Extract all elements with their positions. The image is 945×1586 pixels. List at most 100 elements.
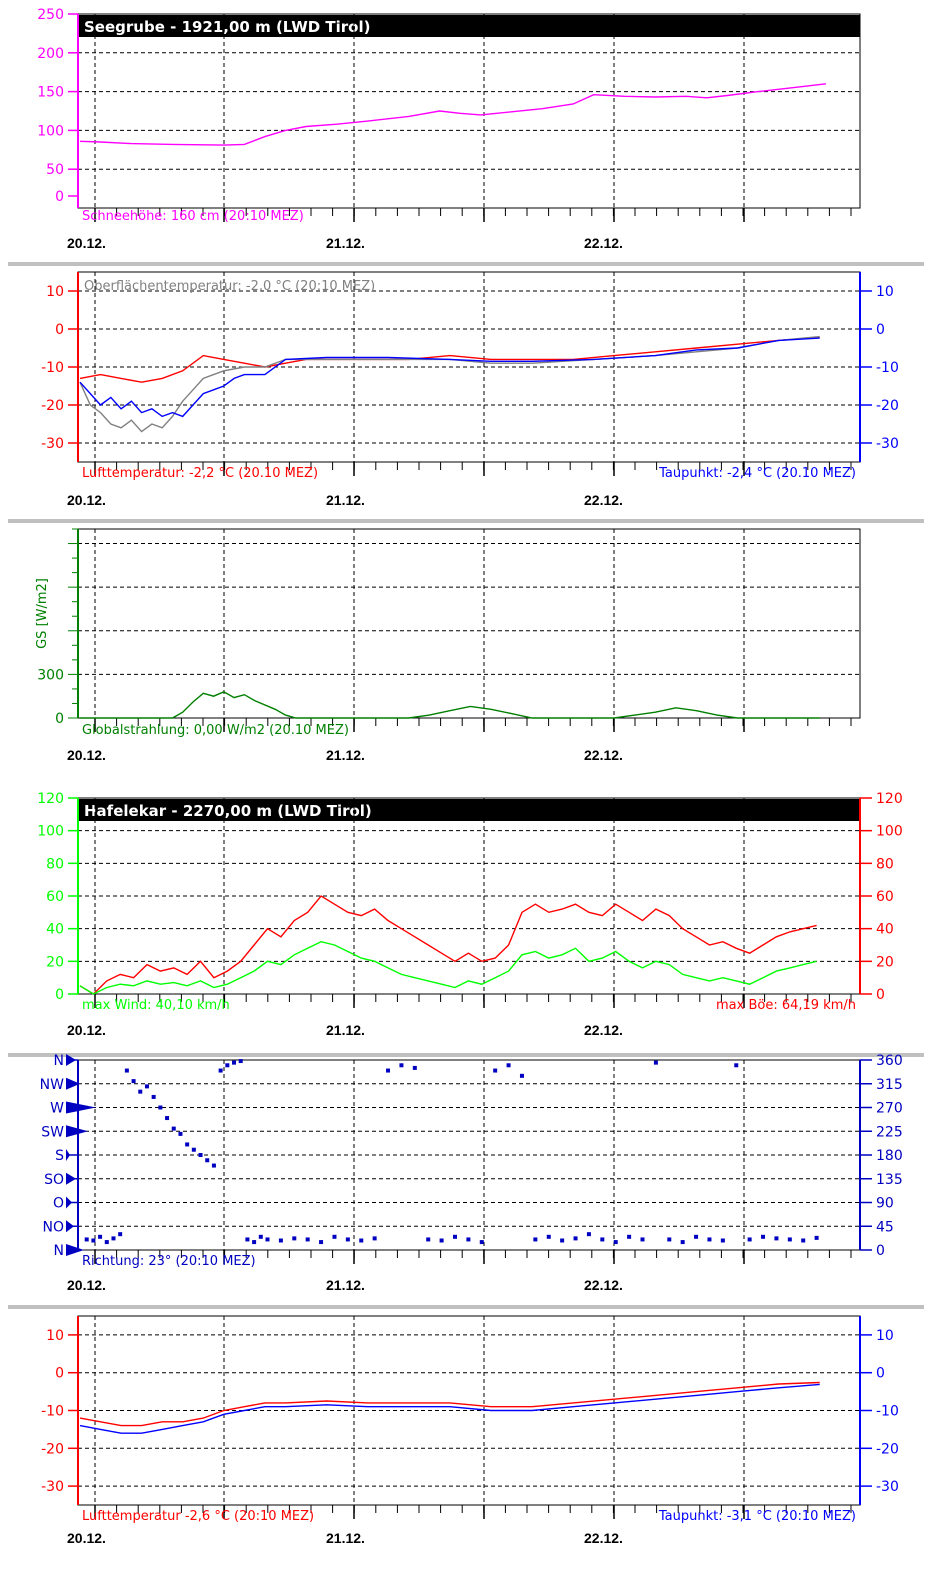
- y-tick-label-left: 0: [55, 189, 64, 205]
- direction-point: [225, 1063, 230, 1068]
- y-tick-label-left: 20: [46, 954, 64, 970]
- y-tick-label-left: SO: [44, 1172, 64, 1188]
- direction-point: [265, 1237, 270, 1242]
- direction-point: [747, 1237, 752, 1242]
- chart-panel-2: 10 0 -10 -20 -30 10 0 -10 -20 -30 Oberflächentempe…: [41, 271, 899, 508]
- panel-separator: [8, 1053, 924, 1057]
- y-tick-label-left: 150: [37, 85, 64, 101]
- date-label: 22.12.: [584, 1530, 623, 1546]
- y-tick-label-right: 100: [876, 824, 903, 840]
- wind-rose-wedge: [66, 1220, 74, 1233]
- direction-point: [453, 1234, 457, 1239]
- y-tick-label-left: 0: [55, 322, 64, 338]
- y-tick-label-left: -30: [41, 1479, 64, 1495]
- direction-point: [345, 1237, 350, 1242]
- date-label: 20.12.: [67, 235, 106, 251]
- date-label: 22.12.: [584, 235, 623, 251]
- y-tick-label-left: NO: [43, 1219, 65, 1235]
- y-tick-label-right: 0: [876, 1366, 885, 1382]
- y-tick-label-right: -20: [876, 1441, 899, 1457]
- wind-rose-wedge: [66, 1196, 72, 1209]
- wind-rose-wedge: [66, 1244, 84, 1256]
- y-tick-label-right: 360: [876, 1053, 903, 1069]
- direction-point: [627, 1234, 632, 1239]
- direction-point: [191, 1147, 196, 1152]
- direction-point: [801, 1238, 806, 1243]
- direction-point: [232, 1060, 237, 1065]
- direction-point: [386, 1068, 391, 1073]
- y-tick-label-left: 0: [55, 987, 64, 1003]
- direction-point: [359, 1238, 364, 1243]
- direction-point: [787, 1237, 792, 1242]
- direction-point: [707, 1237, 712, 1242]
- y-tick-label-right: -10: [876, 1404, 899, 1420]
- y-tick-label-right: 10: [876, 284, 894, 300]
- direction-point: [600, 1237, 605, 1242]
- y-tick-label-right: -30: [876, 436, 899, 452]
- y-tick-label-right: 315: [876, 1077, 903, 1093]
- y-tick-label-right: 225: [876, 1124, 903, 1140]
- direction-point: [171, 1126, 176, 1131]
- y-tick-label-left: 100: [37, 123, 64, 139]
- direction-point: [573, 1236, 578, 1241]
- date-label: 20.12.: [67, 1530, 106, 1546]
- date-label: 21.12.: [326, 1277, 365, 1293]
- direction-point: [238, 1059, 243, 1064]
- direction-point: [653, 1060, 658, 1065]
- direction-point: [372, 1236, 377, 1241]
- y-tick-label-right: 0: [876, 987, 885, 1003]
- date-label: 21.12.: [326, 492, 365, 508]
- y-tick-label-right: 40: [876, 922, 894, 938]
- y-tick-label-left: 80: [46, 856, 64, 872]
- date-label: 22.12.: [584, 1277, 623, 1293]
- direction-point: [305, 1237, 310, 1242]
- direction-point: [332, 1234, 337, 1239]
- date-label: 22.12.: [584, 747, 623, 763]
- date-label: 22.12.: [584, 1022, 623, 1038]
- wind-rose-wedge: [66, 1054, 76, 1066]
- direction-point: [519, 1073, 524, 1078]
- direction-point: [98, 1234, 103, 1239]
- date-label: 21.12.: [326, 747, 365, 763]
- y-tick-label-left: 200: [37, 46, 64, 62]
- direction-point: [560, 1238, 565, 1243]
- title-bar: [79, 799, 860, 821]
- direction-point: [466, 1237, 471, 1242]
- info-left: Lufttemperatur -2,6 °C (20:10 MEZ): [82, 1509, 314, 1524]
- direction-point: [158, 1105, 163, 1110]
- direction-point: [278, 1238, 283, 1243]
- direction-point: [84, 1237, 89, 1242]
- y-tick-label-right: 45: [876, 1219, 894, 1235]
- y-tick-label-right: 90: [876, 1196, 894, 1212]
- plot-frame: [77, 13, 861, 209]
- chart-panel-4: Hafelekar - 2270,00 m (LWD Tirol) 0 20 40 60…: [37, 791, 902, 1038]
- y-tick-label-right: 60: [876, 889, 894, 905]
- y-tick-label-left: N: [54, 1243, 64, 1259]
- chart-title: Seegrube - 1921,00 m (LWD Tirol): [84, 18, 370, 36]
- y-tick-label-left: 60: [46, 889, 64, 905]
- direction-point: [319, 1240, 324, 1245]
- info-right: Taupunkt: -2,4 °C (20.10 MEZ): [658, 466, 856, 481]
- plot-frame: [77, 797, 861, 995]
- plot-frame: [77, 1059, 861, 1251]
- y-tick-label-right: 10: [876, 1328, 894, 1344]
- direction-point: [493, 1068, 498, 1073]
- wind-rose-wedge: [66, 1077, 80, 1090]
- y-tick-label-left: 300: [37, 667, 64, 683]
- direction-point: [814, 1235, 819, 1240]
- direction-point: [178, 1131, 183, 1136]
- direction-point: [165, 1116, 170, 1121]
- direction-point: [694, 1234, 699, 1239]
- direction-point: [151, 1094, 156, 1099]
- series-line-taupunkt: [79, 1383, 820, 1434]
- y-tick-label-right: 20: [876, 954, 894, 970]
- y-tick-label-left: -20: [41, 1441, 64, 1457]
- direction-point: [586, 1232, 591, 1237]
- y-tick-label-left: -10: [41, 360, 64, 376]
- wind-rose-wedge: [66, 1101, 96, 1114]
- direction-point: [131, 1079, 136, 1084]
- plot-frame: [77, 271, 861, 463]
- chart-title: Hafelekar - 2270,00 m (LWD Tirol): [84, 802, 372, 820]
